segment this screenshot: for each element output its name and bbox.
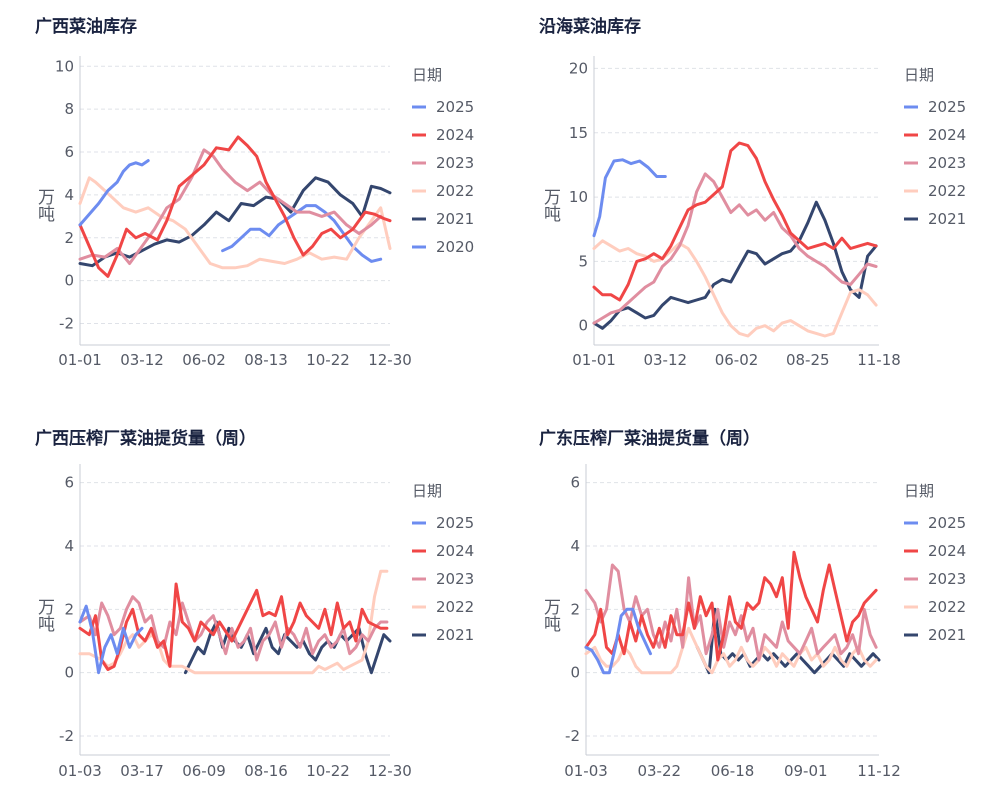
y-axis-unit-label: 万吨 [34, 188, 55, 222]
y-tick-label: -2 [565, 727, 580, 745]
chart-guangxi-crush-pickup: 广西压榨厂菜油提货量（周） -2 0 2 4 6 01-03 03-17 06-09 08-16 1… [34, 428, 474, 780]
series-line-2025 [78, 604, 144, 675]
x-tick-label: 01-01 [58, 351, 102, 369]
y-axis-unit-label: 万吨 [540, 598, 561, 632]
series-line-2022 [584, 626, 878, 675]
legend-item-2024[interactable]: 2024 [436, 542, 474, 560]
legend-item-2025[interactable]: 2025 [436, 514, 474, 532]
series-line-2022 [592, 239, 878, 338]
y-tick-label: 8 [64, 100, 74, 118]
y-tick-label: 6 [64, 143, 74, 161]
legend-item-2025[interactable]: 2025 [436, 98, 474, 116]
series-line-2022 [78, 176, 392, 270]
x-tick-label: 01-01 [572, 351, 616, 369]
x-tick-label: 08-25 [786, 351, 830, 369]
y-tick-label: 6 [64, 474, 74, 492]
chart-title: 广西菜油库存 [35, 16, 137, 37]
y-tick-label: 10 [569, 188, 588, 206]
series-line-2025 [592, 158, 667, 238]
y-axis-unit-label: 万吨 [34, 598, 55, 632]
legend-item-2025[interactable]: 2025 [928, 98, 966, 116]
x-tick-label: 06-02 [715, 351, 759, 369]
y-tick-label: 0 [64, 664, 74, 682]
y-axis-unit-label: 万吨 [540, 188, 561, 222]
x-tick-label: 03-22 [637, 762, 681, 780]
chart-guangxi-rapeseed-oil-stock: 广西菜油库存 -2 0 2 4 6 8 10 01-01 03-12 06-02 08-13 10-22… [34, 16, 474, 369]
y-tick-label: 5 [578, 252, 588, 270]
y-tick-label: 10 [55, 57, 74, 75]
y-tick-label: 15 [569, 124, 588, 142]
legend-title: 日期 [904, 66, 934, 84]
x-tick-label: 06-09 [182, 762, 226, 780]
series-line-2023 [584, 563, 878, 662]
x-tick-label: 03-17 [120, 762, 164, 780]
y-tick-label: 6 [570, 474, 580, 492]
legend-item-2023[interactable]: 2023 [928, 570, 966, 588]
series-line-2024 [584, 550, 878, 662]
legend-item-2020[interactable]: 2020 [436, 238, 474, 256]
x-tick-label: 01-03 [58, 762, 102, 780]
series-line-2023 [592, 172, 878, 325]
y-tick-label: 0 [64, 272, 74, 290]
y-tick-label: 2 [64, 600, 74, 618]
y-tick-label: 0 [578, 317, 588, 335]
y-tick-label: 2 [570, 600, 580, 618]
series-line-2024 [78, 582, 389, 671]
chart-title: 广东压榨厂菜油提货量（周） [539, 428, 760, 449]
legend-item-2024[interactable]: 2024 [436, 126, 474, 144]
legend-item-2023[interactable]: 2023 [436, 570, 474, 588]
chart-guangdong-crush-pickup: 广东压榨厂菜油提货量（周） -2 0 2 4 6 01-03 03-22 06-18 09-01 1… [539, 428, 966, 780]
legend-item-2024[interactable]: 2024 [928, 126, 966, 144]
y-tick-label: -2 [59, 315, 74, 333]
series-line-2024 [592, 141, 878, 302]
legend-item-2021[interactable]: 2021 [436, 210, 474, 228]
legend-item-2024[interactable]: 2024 [928, 542, 966, 560]
series-line-2025 [78, 159, 150, 227]
x-tick-label: 03-12 [120, 351, 164, 369]
x-tick-label: 09-01 [784, 762, 828, 780]
series-line-2023 [78, 148, 383, 265]
chart-title: 沿海菜油库存 [539, 16, 641, 37]
y-tick-label: 4 [64, 537, 74, 555]
series-line-2021 [592, 200, 878, 330]
x-tick-label: 10-22 [306, 351, 350, 369]
legend-item-2025[interactable]: 2025 [928, 514, 966, 532]
y-tick-label: -2 [59, 727, 74, 745]
x-tick-label: 08-16 [244, 762, 288, 780]
x-tick-label: 01-03 [564, 762, 608, 780]
legend-title: 日期 [412, 66, 442, 84]
legend-item-2021[interactable]: 2021 [928, 210, 966, 228]
legend-title: 日期 [412, 482, 442, 500]
x-tick-label: 10-22 [306, 762, 350, 780]
legend-item-2023[interactable]: 2023 [436, 154, 474, 172]
chart-coastal-rapeseed-oil-stock: 沿海菜油库存 0 5 10 15 20 01-01 03-12 06-02 08-25 11-18 万… [539, 16, 966, 369]
y-tick-label: 20 [569, 59, 588, 77]
legend-title: 日期 [904, 482, 934, 500]
x-tick-label: 11-12 [857, 762, 901, 780]
x-tick-label: 11-18 [857, 351, 901, 369]
legend-item-2023[interactable]: 2023 [928, 154, 966, 172]
legend-item-2021[interactable]: 2021 [436, 626, 474, 644]
y-tick-label: 0 [570, 664, 580, 682]
series-line-2025 [584, 607, 652, 675]
x-tick-label: 06-18 [711, 762, 755, 780]
y-tick-label: 4 [570, 537, 580, 555]
x-tick-label: 12-30 [368, 351, 412, 369]
legend-item-2022[interactable]: 2022 [928, 182, 966, 200]
y-tick-label: 2 [64, 229, 74, 247]
series-line-2024 [78, 135, 392, 278]
x-tick-label: 08-13 [244, 351, 288, 369]
chart-title: 广西压榨厂菜油提货量（周） [35, 428, 256, 449]
series-line-2021 [78, 176, 392, 268]
x-tick-label: 12-30 [368, 762, 412, 780]
y-tick-label: 4 [64, 186, 74, 204]
legend-item-2022[interactable]: 2022 [436, 182, 474, 200]
legend-item-2022[interactable]: 2022 [436, 598, 474, 616]
x-tick-label: 03-12 [643, 351, 687, 369]
legend-item-2021[interactable]: 2021 [928, 626, 966, 644]
legend-item-2022[interactable]: 2022 [928, 598, 966, 616]
x-tick-label: 06-02 [182, 351, 226, 369]
